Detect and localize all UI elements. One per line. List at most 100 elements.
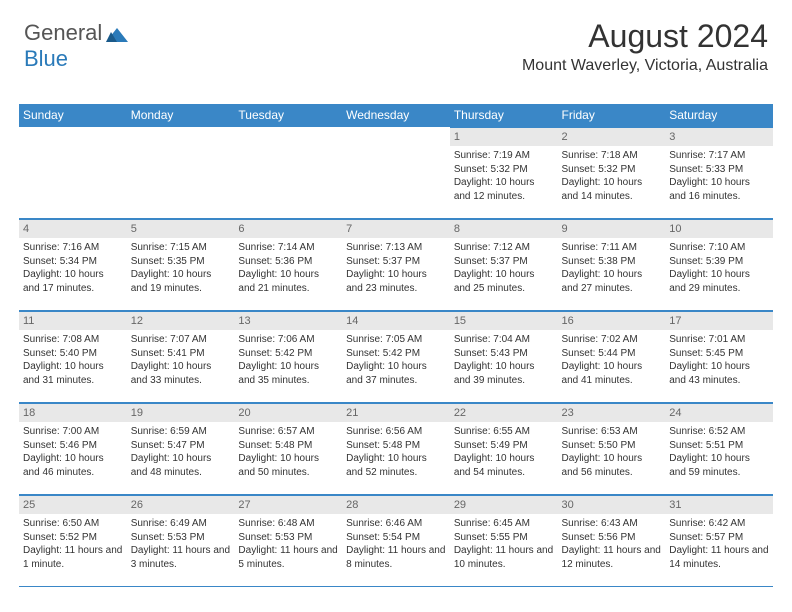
day-number: 9 bbox=[558, 219, 666, 238]
weekday-header: Monday bbox=[127, 104, 235, 127]
day-number: 14 bbox=[342, 311, 450, 330]
day-details: Sunrise: 7:11 AMSunset: 5:38 PMDaylight:… bbox=[558, 238, 666, 301]
day-details: Sunrise: 7:12 AMSunset: 5:37 PMDaylight:… bbox=[450, 238, 558, 301]
day-details: Sunrise: 7:06 AMSunset: 5:42 PMDaylight:… bbox=[234, 330, 342, 393]
calendar-cell: 26Sunrise: 6:49 AMSunset: 5:53 PMDayligh… bbox=[127, 495, 235, 587]
day-number: 17 bbox=[665, 311, 773, 330]
calendar-cell: 5Sunrise: 7:15 AMSunset: 5:35 PMDaylight… bbox=[127, 219, 235, 311]
calendar-cell: 7Sunrise: 7:13 AMSunset: 5:37 PMDaylight… bbox=[342, 219, 450, 311]
page-title: August 2024 bbox=[522, 18, 768, 55]
day-details: Sunrise: 6:45 AMSunset: 5:55 PMDaylight:… bbox=[450, 514, 558, 577]
day-number: 21 bbox=[342, 403, 450, 422]
day-details: Sunrise: 7:16 AMSunset: 5:34 PMDaylight:… bbox=[19, 238, 127, 301]
day-number: 28 bbox=[342, 495, 450, 514]
day-number: 23 bbox=[558, 403, 666, 422]
day-details: Sunrise: 7:19 AMSunset: 5:32 PMDaylight:… bbox=[450, 146, 558, 209]
day-details: Sunrise: 6:59 AMSunset: 5:47 PMDaylight:… bbox=[127, 422, 235, 485]
day-details: Sunrise: 6:56 AMSunset: 5:48 PMDaylight:… bbox=[342, 422, 450, 485]
day-number: 6 bbox=[234, 219, 342, 238]
day-details: Sunrise: 6:53 AMSunset: 5:50 PMDaylight:… bbox=[558, 422, 666, 485]
weekday-header: Sunday bbox=[19, 104, 127, 127]
calendar-cell bbox=[342, 127, 450, 219]
logo-arrow-icon bbox=[106, 28, 128, 42]
calendar-cell: 21Sunrise: 6:56 AMSunset: 5:48 PMDayligh… bbox=[342, 403, 450, 495]
calendar-cell: 12Sunrise: 7:07 AMSunset: 5:41 PMDayligh… bbox=[127, 311, 235, 403]
day-number: 20 bbox=[234, 403, 342, 422]
day-number: 15 bbox=[450, 311, 558, 330]
day-details: Sunrise: 6:55 AMSunset: 5:49 PMDaylight:… bbox=[450, 422, 558, 485]
calendar-cell: 31Sunrise: 6:42 AMSunset: 5:57 PMDayligh… bbox=[665, 495, 773, 587]
weekday-header: Friday bbox=[558, 104, 666, 127]
calendar-cell: 27Sunrise: 6:48 AMSunset: 5:53 PMDayligh… bbox=[234, 495, 342, 587]
day-details: Sunrise: 6:50 AMSunset: 5:52 PMDaylight:… bbox=[19, 514, 127, 577]
day-details: Sunrise: 7:10 AMSunset: 5:39 PMDaylight:… bbox=[665, 238, 773, 301]
calendar-cell: 10Sunrise: 7:10 AMSunset: 5:39 PMDayligh… bbox=[665, 219, 773, 311]
day-details: Sunrise: 6:46 AMSunset: 5:54 PMDaylight:… bbox=[342, 514, 450, 577]
calendar-cell bbox=[19, 127, 127, 219]
day-details: Sunrise: 7:01 AMSunset: 5:45 PMDaylight:… bbox=[665, 330, 773, 393]
day-details: Sunrise: 6:48 AMSunset: 5:53 PMDaylight:… bbox=[234, 514, 342, 577]
day-details: Sunrise: 7:13 AMSunset: 5:37 PMDaylight:… bbox=[342, 238, 450, 301]
day-details: Sunrise: 6:52 AMSunset: 5:51 PMDaylight:… bbox=[665, 422, 773, 485]
weekday-header-row: SundayMondayTuesdayWednesdayThursdayFrid… bbox=[19, 104, 773, 127]
header: August 2024 Mount Waverley, Victoria, Au… bbox=[522, 18, 768, 75]
calendar-cell: 24Sunrise: 6:52 AMSunset: 5:51 PMDayligh… bbox=[665, 403, 773, 495]
day-number: 2 bbox=[558, 127, 666, 146]
day-number: 16 bbox=[558, 311, 666, 330]
weekday-header: Tuesday bbox=[234, 104, 342, 127]
day-details: Sunrise: 7:15 AMSunset: 5:35 PMDaylight:… bbox=[127, 238, 235, 301]
calendar-cell: 8Sunrise: 7:12 AMSunset: 5:37 PMDaylight… bbox=[450, 219, 558, 311]
day-number: 3 bbox=[665, 127, 773, 146]
day-number: 7 bbox=[342, 219, 450, 238]
calendar-row: 11Sunrise: 7:08 AMSunset: 5:40 PMDayligh… bbox=[19, 311, 773, 403]
day-number: 18 bbox=[19, 403, 127, 422]
calendar-cell: 4Sunrise: 7:16 AMSunset: 5:34 PMDaylight… bbox=[19, 219, 127, 311]
calendar-cell: 13Sunrise: 7:06 AMSunset: 5:42 PMDayligh… bbox=[234, 311, 342, 403]
day-number: 30 bbox=[558, 495, 666, 514]
calendar-row: 4Sunrise: 7:16 AMSunset: 5:34 PMDaylight… bbox=[19, 219, 773, 311]
day-details: Sunrise: 6:49 AMSunset: 5:53 PMDaylight:… bbox=[127, 514, 235, 577]
day-number: 11 bbox=[19, 311, 127, 330]
calendar-cell: 17Sunrise: 7:01 AMSunset: 5:45 PMDayligh… bbox=[665, 311, 773, 403]
day-details: Sunrise: 7:00 AMSunset: 5:46 PMDaylight:… bbox=[19, 422, 127, 485]
day-details: Sunrise: 7:04 AMSunset: 5:43 PMDaylight:… bbox=[450, 330, 558, 393]
day-number: 4 bbox=[19, 219, 127, 238]
day-details: Sunrise: 7:02 AMSunset: 5:44 PMDaylight:… bbox=[558, 330, 666, 393]
calendar-cell: 14Sunrise: 7:05 AMSunset: 5:42 PMDayligh… bbox=[342, 311, 450, 403]
calendar-cell: 20Sunrise: 6:57 AMSunset: 5:48 PMDayligh… bbox=[234, 403, 342, 495]
day-number: 8 bbox=[450, 219, 558, 238]
day-number: 27 bbox=[234, 495, 342, 514]
calendar-cell bbox=[234, 127, 342, 219]
calendar-cell: 22Sunrise: 6:55 AMSunset: 5:49 PMDayligh… bbox=[450, 403, 558, 495]
day-details: Sunrise: 7:07 AMSunset: 5:41 PMDaylight:… bbox=[127, 330, 235, 393]
calendar-cell: 9Sunrise: 7:11 AMSunset: 5:38 PMDaylight… bbox=[558, 219, 666, 311]
calendar-cell: 25Sunrise: 6:50 AMSunset: 5:52 PMDayligh… bbox=[19, 495, 127, 587]
day-details: Sunrise: 7:08 AMSunset: 5:40 PMDaylight:… bbox=[19, 330, 127, 393]
day-details: Sunrise: 6:43 AMSunset: 5:56 PMDaylight:… bbox=[558, 514, 666, 577]
weekday-header: Thursday bbox=[450, 104, 558, 127]
calendar-cell: 19Sunrise: 6:59 AMSunset: 5:47 PMDayligh… bbox=[127, 403, 235, 495]
day-number: 10 bbox=[665, 219, 773, 238]
day-number: 13 bbox=[234, 311, 342, 330]
calendar-cell: 28Sunrise: 6:46 AMSunset: 5:54 PMDayligh… bbox=[342, 495, 450, 587]
day-number: 25 bbox=[19, 495, 127, 514]
day-number: 26 bbox=[127, 495, 235, 514]
day-number: 19 bbox=[127, 403, 235, 422]
calendar-cell bbox=[127, 127, 235, 219]
day-number: 31 bbox=[665, 495, 773, 514]
location-label: Mount Waverley, Victoria, Australia bbox=[522, 57, 768, 75]
calendar-cell: 11Sunrise: 7:08 AMSunset: 5:40 PMDayligh… bbox=[19, 311, 127, 403]
day-details: Sunrise: 7:05 AMSunset: 5:42 PMDaylight:… bbox=[342, 330, 450, 393]
day-number: 29 bbox=[450, 495, 558, 514]
day-number: 12 bbox=[127, 311, 235, 330]
day-details: Sunrise: 7:14 AMSunset: 5:36 PMDaylight:… bbox=[234, 238, 342, 301]
calendar-cell: 23Sunrise: 6:53 AMSunset: 5:50 PMDayligh… bbox=[558, 403, 666, 495]
calendar-row: 1Sunrise: 7:19 AMSunset: 5:32 PMDaylight… bbox=[19, 127, 773, 219]
day-number: 22 bbox=[450, 403, 558, 422]
day-number: 24 bbox=[665, 403, 773, 422]
calendar-cell: 6Sunrise: 7:14 AMSunset: 5:36 PMDaylight… bbox=[234, 219, 342, 311]
calendar-cell: 1Sunrise: 7:19 AMSunset: 5:32 PMDaylight… bbox=[450, 127, 558, 219]
calendar-cell: 15Sunrise: 7:04 AMSunset: 5:43 PMDayligh… bbox=[450, 311, 558, 403]
calendar-cell: 2Sunrise: 7:18 AMSunset: 5:32 PMDaylight… bbox=[558, 127, 666, 219]
calendar-cell: 18Sunrise: 7:00 AMSunset: 5:46 PMDayligh… bbox=[19, 403, 127, 495]
